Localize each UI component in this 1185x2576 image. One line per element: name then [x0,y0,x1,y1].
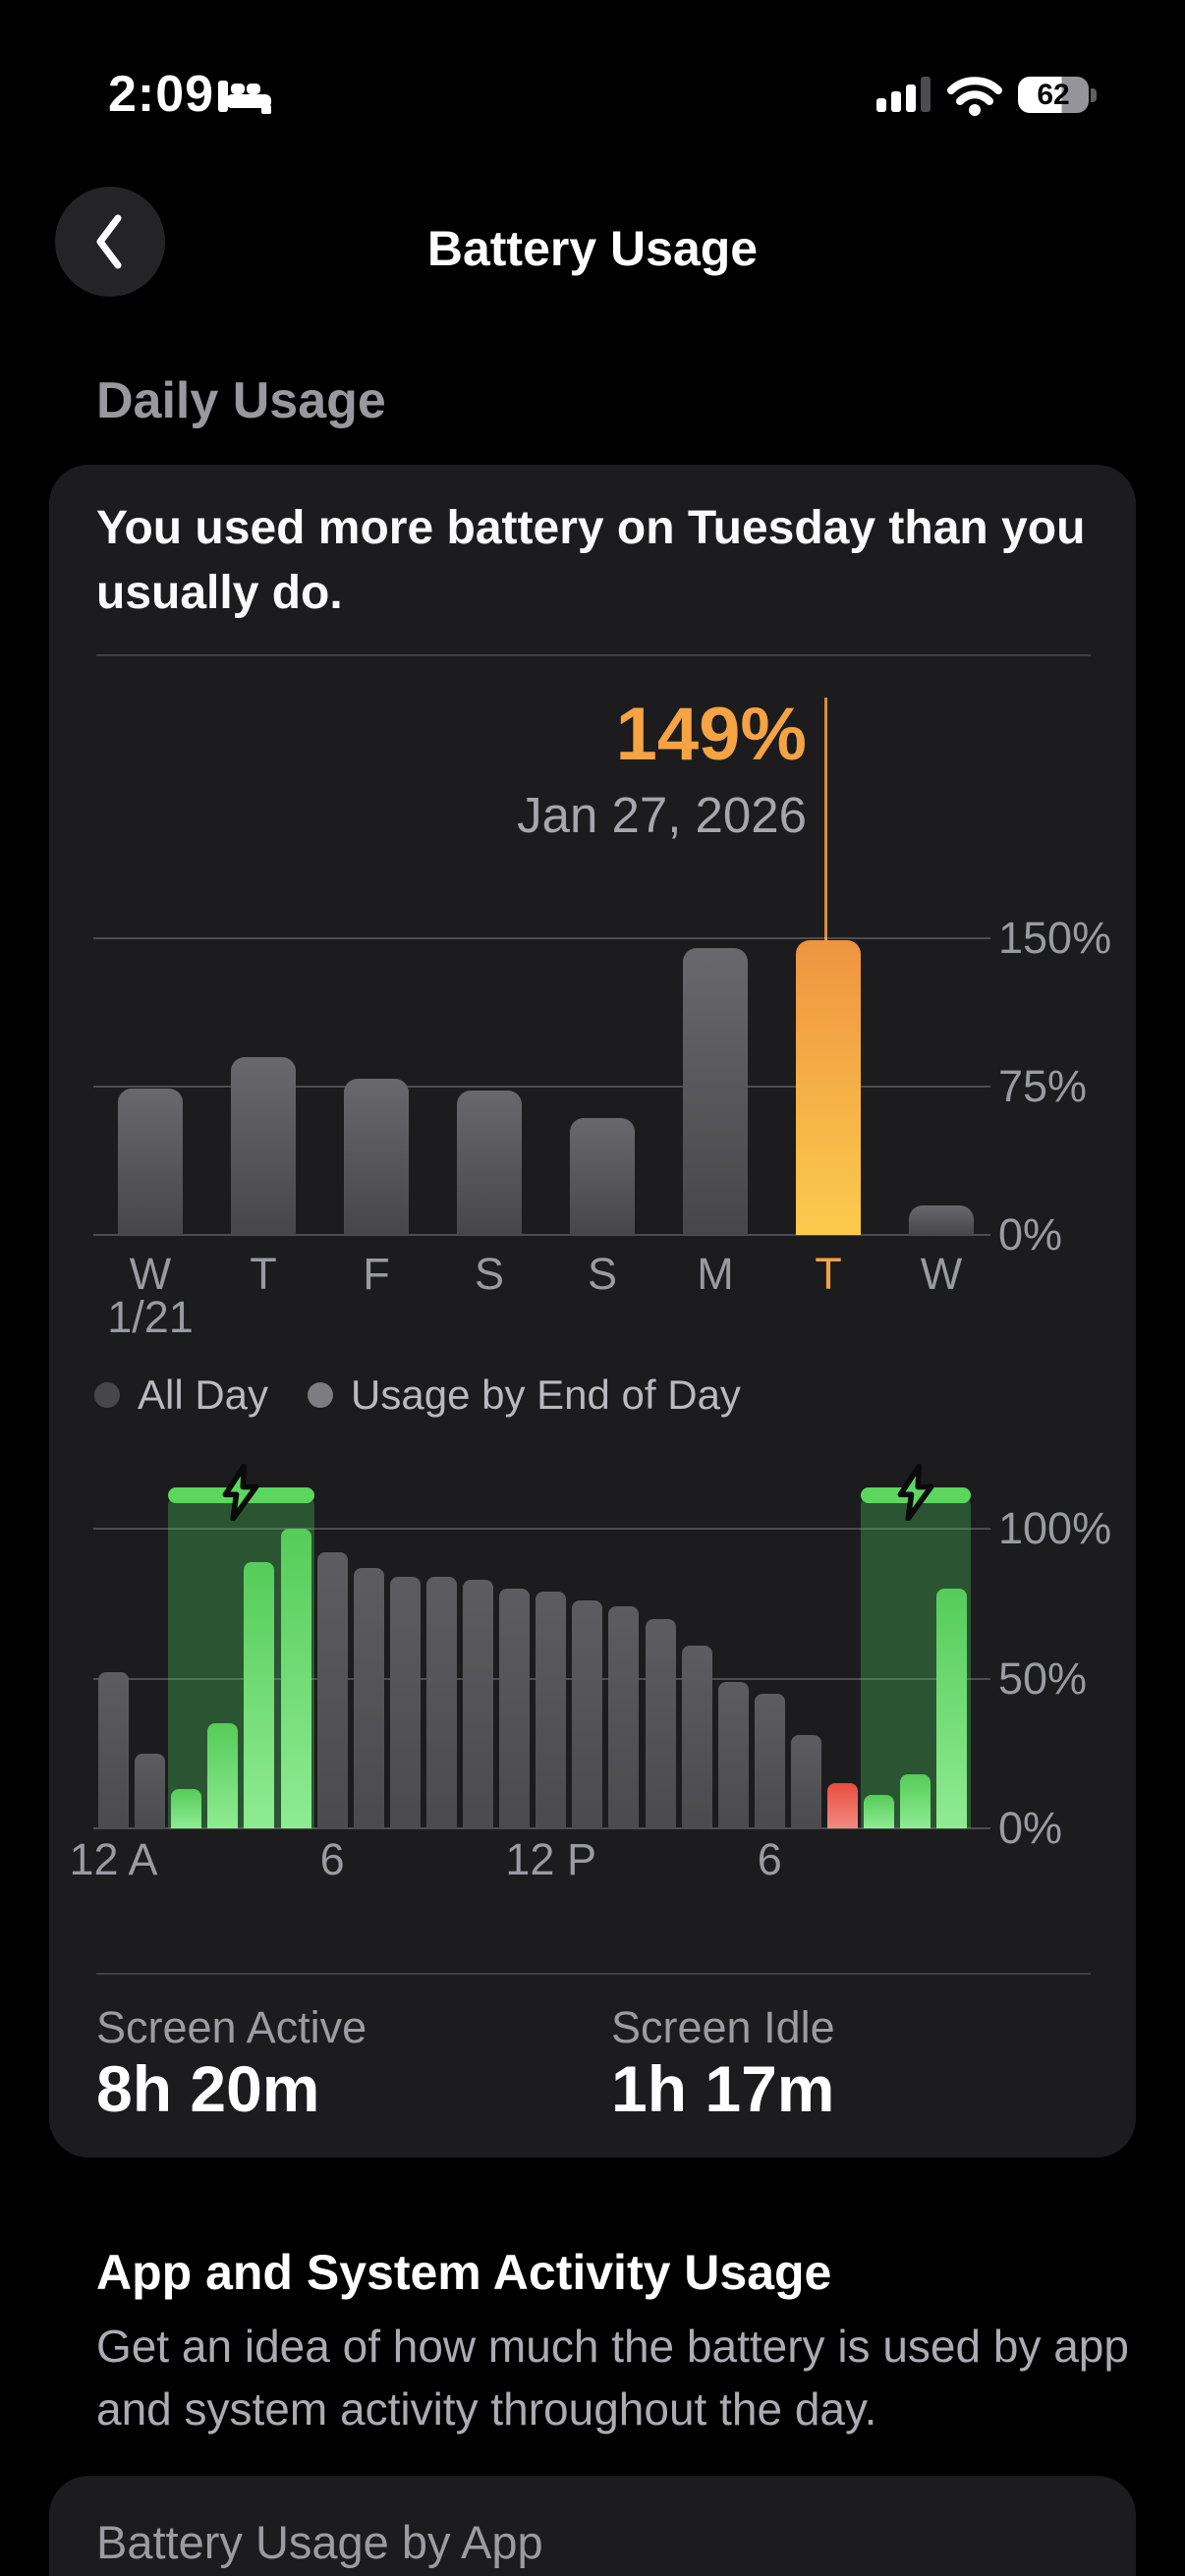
hourly-bar-gray[interactable] [499,1589,531,1828]
insight-message: You used more battery on Tuesday than yo… [96,502,1086,619]
hourly-y-tick: 0% [998,1803,1063,1853]
hourly-bar-green[interactable] [207,1723,239,1828]
hourly-bar-gray[interactable] [536,1592,567,1828]
hourly-x-tick: 12 A [69,1834,158,1884]
legend-dot-end-of-day [308,1382,334,1408]
activity-description: Get an idea of how much the battery is u… [96,2321,1129,2435]
hourly-bar-gray[interactable] [790,1735,821,1828]
back-button[interactable] [55,187,165,297]
selection-tooltip: 149% Jan 27, 2026 [93,694,807,845]
battery-usage-by-app-title: Battery Usage by App [96,2516,543,2568]
hourly-bar-gray[interactable] [681,1645,712,1828]
hourly-bar-green[interactable] [864,1795,895,1828]
charging-bolt-icon [220,1463,261,1522]
daily-x-tick: W [920,1249,963,1299]
daily-x-tick: M [697,1249,734,1299]
back-chevron-icon [96,214,122,269]
daily-y-tick: 75% [998,1061,1088,1111]
section-header-daily-usage: Daily Usage [96,372,386,429]
legend-dot-all-day [94,1382,120,1408]
hourly-y-tick: 100% [998,1503,1112,1553]
battery-nub [1091,88,1097,102]
daily-x-tick: F [363,1249,390,1299]
daily-usage-card [49,465,1136,2157]
daily-gridline-75% [93,1086,990,1088]
legend-label-all-day: All Day [138,1372,269,1418]
daily-x-tick: T [815,1249,842,1299]
hourly-x-tick: 6 [319,1834,345,1884]
daily-bar[interactable] [344,1078,409,1235]
charging-bolt-icon [895,1463,936,1522]
cellular-signal-icon [876,77,931,112]
hourly-bar-gray[interactable] [754,1693,785,1828]
daily-bar-selected[interactable] [796,940,861,1235]
daily-bar[interactable] [683,948,748,1235]
daily-x-tick: T [250,1249,277,1299]
daily-x-tick: W [129,1249,172,1299]
daily-gridline-150% [93,937,990,939]
hourly-bar-gray[interactable] [717,1681,749,1828]
activity-heading: App and System Activity Usage [96,2245,832,2300]
hourly-bar-gray[interactable] [645,1618,676,1828]
daily-bar[interactable] [909,1204,974,1235]
screen-active-label: Screen Active [96,2002,367,2052]
selected-date: Jan 27, 2026 [517,787,807,843]
screen-active-value: 8h 20m [96,2052,320,2125]
hourly-bar-gray[interactable] [316,1552,348,1828]
hourly-bar-green[interactable] [936,1589,968,1828]
daily-y-tick: 0% [998,1209,1063,1260]
daily-x-tick: S [474,1249,504,1299]
hourly-bar-green[interactable] [280,1529,311,1828]
screen-idle-label: Screen Idle [611,2002,835,2052]
daily-bar[interactable] [231,1056,296,1235]
hourly-bar-gray[interactable] [353,1567,384,1828]
hourly-bar-green[interactable] [244,1561,275,1828]
bed-icon [218,79,271,119]
hourly-bar-gray[interactable] [608,1606,640,1828]
daily-x-tick: S [587,1249,617,1299]
hourly-bar-gray[interactable] [389,1576,421,1828]
battery-usage-by-app-card[interactable] [49,2476,1136,2576]
hourly-bar-gray[interactable] [425,1576,457,1828]
daily-bar[interactable] [457,1091,522,1235]
hourly-y-tick: 50% [998,1652,1088,1704]
daily-bar[interactable] [570,1118,635,1235]
hourly-x-tick: 12 P [505,1834,596,1884]
hourly-bar-green[interactable] [171,1789,202,1828]
battery-icon: 62 [1018,77,1089,113]
daily-gridline-0% [93,1234,990,1236]
wifi-icon [947,75,1002,121]
selected-value: 149% [615,693,807,776]
divider [96,654,1091,656]
daily-y-tick: 150% [998,913,1112,963]
legend-label-end-of-day: Usage by End of Day [351,1372,741,1418]
screen-idle-value: 1h 17m [611,2052,835,2125]
hourly-bar-red[interactable] [827,1783,858,1828]
daily-first-date-label: 1/21 [107,1292,194,1342]
daily-bar[interactable] [118,1089,183,1235]
hourly-gridline-0% [93,1827,990,1829]
divider [96,1973,1091,1975]
page-title: Battery Usage [426,221,759,276]
hourly-bar-gray[interactable] [572,1600,603,1828]
hourly-x-tick: 6 [757,1834,782,1884]
hourly-bar-green[interactable] [900,1774,931,1828]
hourly-bar-gray[interactable] [463,1579,493,1828]
status-time: 2:09 [108,66,215,123]
hourly-gridline-100% [93,1528,990,1530]
battery-percent: 62 [1037,78,1070,111]
hourly-bar-gray[interactable] [135,1753,166,1828]
selection-line [824,698,827,941]
chart-legend: All Day Usage by End of Day [94,1372,741,1419]
hourly-bar-gray[interactable] [98,1672,129,1828]
